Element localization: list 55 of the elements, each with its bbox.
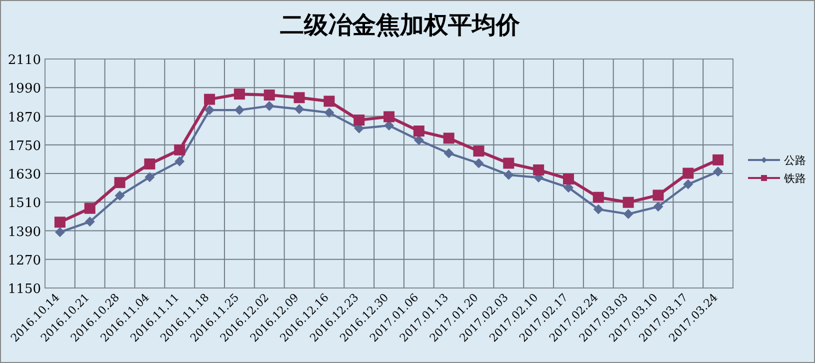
point <box>623 209 634 220</box>
point <box>622 196 634 208</box>
point <box>444 148 454 158</box>
point <box>384 111 394 122</box>
point <box>653 202 664 212</box>
point <box>114 190 125 201</box>
y-tick-label: 2110 <box>8 53 41 68</box>
point <box>264 100 274 111</box>
point <box>294 92 305 104</box>
legend-label: 公路 <box>784 154 806 167</box>
point <box>474 158 484 168</box>
point <box>234 88 245 100</box>
point <box>414 135 424 146</box>
y-tick-label: 1870 <box>8 110 41 126</box>
point <box>54 216 66 228</box>
y-tick-label: 1390 <box>8 224 41 240</box>
point <box>683 179 694 190</box>
point <box>503 158 514 169</box>
legend-label: 铁路 <box>783 172 806 185</box>
point <box>234 105 244 116</box>
y-tick-label: 1510 <box>8 196 41 212</box>
y-tick-label: 1630 <box>8 168 41 182</box>
point <box>533 164 544 176</box>
point <box>84 202 96 214</box>
point <box>204 105 215 116</box>
point <box>413 126 424 137</box>
point <box>593 204 604 214</box>
point <box>713 166 724 177</box>
point <box>144 172 155 182</box>
point <box>204 94 216 105</box>
point <box>592 192 604 203</box>
point <box>174 144 186 156</box>
point <box>264 90 275 101</box>
y-tick-label: 1270 <box>8 253 41 268</box>
point <box>54 227 65 238</box>
point <box>114 177 126 188</box>
point <box>84 216 95 227</box>
point <box>294 104 304 114</box>
point <box>443 132 454 144</box>
point <box>504 170 514 180</box>
y-tick-label: 1990 <box>8 82 41 97</box>
y-tick-label: 1750 <box>8 138 41 154</box>
point <box>562 173 574 184</box>
point <box>652 190 664 201</box>
point <box>174 156 185 166</box>
point <box>473 146 484 157</box>
point <box>384 120 394 131</box>
point <box>354 114 365 126</box>
chart-title: 二级冶金焦加权平均价 <box>280 10 521 39</box>
point <box>712 154 724 166</box>
point <box>324 96 335 107</box>
point <box>144 158 156 170</box>
point <box>682 168 694 179</box>
point <box>324 108 334 118</box>
y-tick-label: 1150 <box>8 282 41 297</box>
